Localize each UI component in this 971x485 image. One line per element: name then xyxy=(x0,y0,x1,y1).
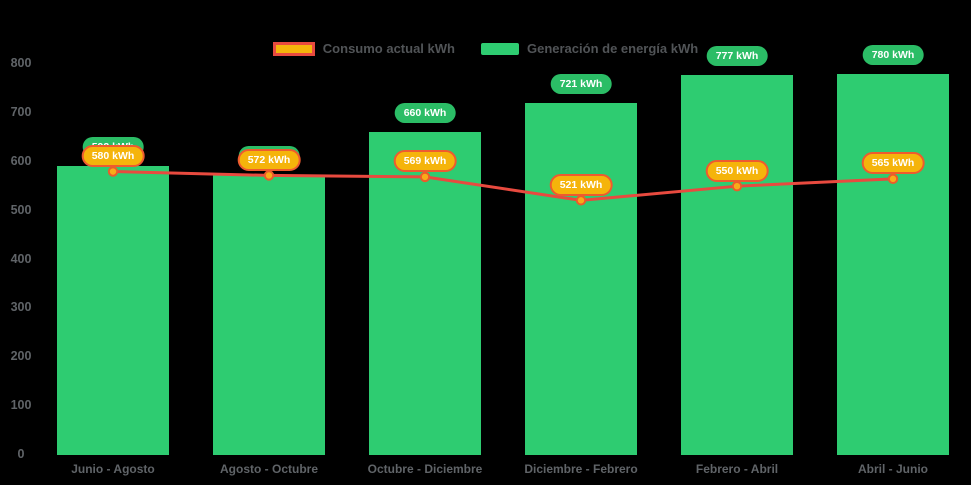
generation-bar[interactable] xyxy=(525,102,637,455)
consumption-value-pill: 580 kWh xyxy=(81,144,145,168)
y-axis-tick-label: 200 xyxy=(10,349,32,364)
generation-bar[interactable] xyxy=(213,175,325,455)
generation-bar[interactable] xyxy=(57,165,169,455)
generation-value-pill: 777 kWh xyxy=(706,46,768,67)
y-axis-tick-label: 300 xyxy=(10,300,32,315)
y-axis-tick-label: 0 xyxy=(17,447,25,461)
consumption-point[interactable] xyxy=(263,170,275,181)
generation-bar[interactable] xyxy=(837,73,949,455)
consumption-point[interactable] xyxy=(731,180,743,192)
consumption-point[interactable] xyxy=(107,166,119,177)
generation-value-pill: 780 kWh xyxy=(862,44,924,65)
consumption-value-pill: 565 kWh xyxy=(861,152,925,175)
consumption-point[interactable] xyxy=(887,173,899,185)
x-axis-label: Diciembre - Febrero xyxy=(524,462,638,476)
y-axis-tick-label: 600 xyxy=(10,153,32,168)
consumption-value-pill: 550 kWh xyxy=(705,159,769,182)
legend-item-consumo[interactable]: Consumo actual kWh xyxy=(272,41,455,56)
x-axis-label: Agosto - Octubre xyxy=(220,462,318,476)
legend-item-generacion[interactable]: Generación de energía kWh xyxy=(480,41,699,56)
consumption-point[interactable] xyxy=(419,171,431,183)
generation-value-pill: 660 kWh xyxy=(394,103,456,124)
x-axis-label: Junio - Agosto xyxy=(71,462,155,476)
legend-label-generacion: Generación de energía kWh xyxy=(526,41,699,56)
y-axis-tick-label: 800 xyxy=(10,56,32,70)
x-axis-label: Abril - Junio xyxy=(858,462,928,476)
consumption-value-pill: 572 kWh xyxy=(237,148,301,171)
consumption-value-pill: 521 kWh xyxy=(549,173,613,196)
y-axis-tick-label: 700 xyxy=(10,104,32,119)
consumption-value-pill: 569 kWh xyxy=(393,150,457,173)
generation-value-pill: 721 kWh xyxy=(550,73,612,94)
consumo-swatch-icon xyxy=(272,41,315,56)
chart-legend: Consumo actual kWh Generación de energía… xyxy=(0,41,971,56)
x-axis-label: Octubre - Diciembre xyxy=(367,462,483,476)
x-axis-label: Febrero - Abril xyxy=(695,462,779,476)
y-axis-tick-label: 100 xyxy=(10,398,32,413)
generacion-swatch-icon xyxy=(480,42,519,55)
generation-bar[interactable] xyxy=(681,75,793,455)
y-axis-tick-label: 500 xyxy=(10,202,32,217)
legend-label-consumo: Consumo actual kWh xyxy=(322,41,455,56)
consumption-point[interactable] xyxy=(575,195,587,206)
y-axis-tick-label: 400 xyxy=(10,251,32,266)
